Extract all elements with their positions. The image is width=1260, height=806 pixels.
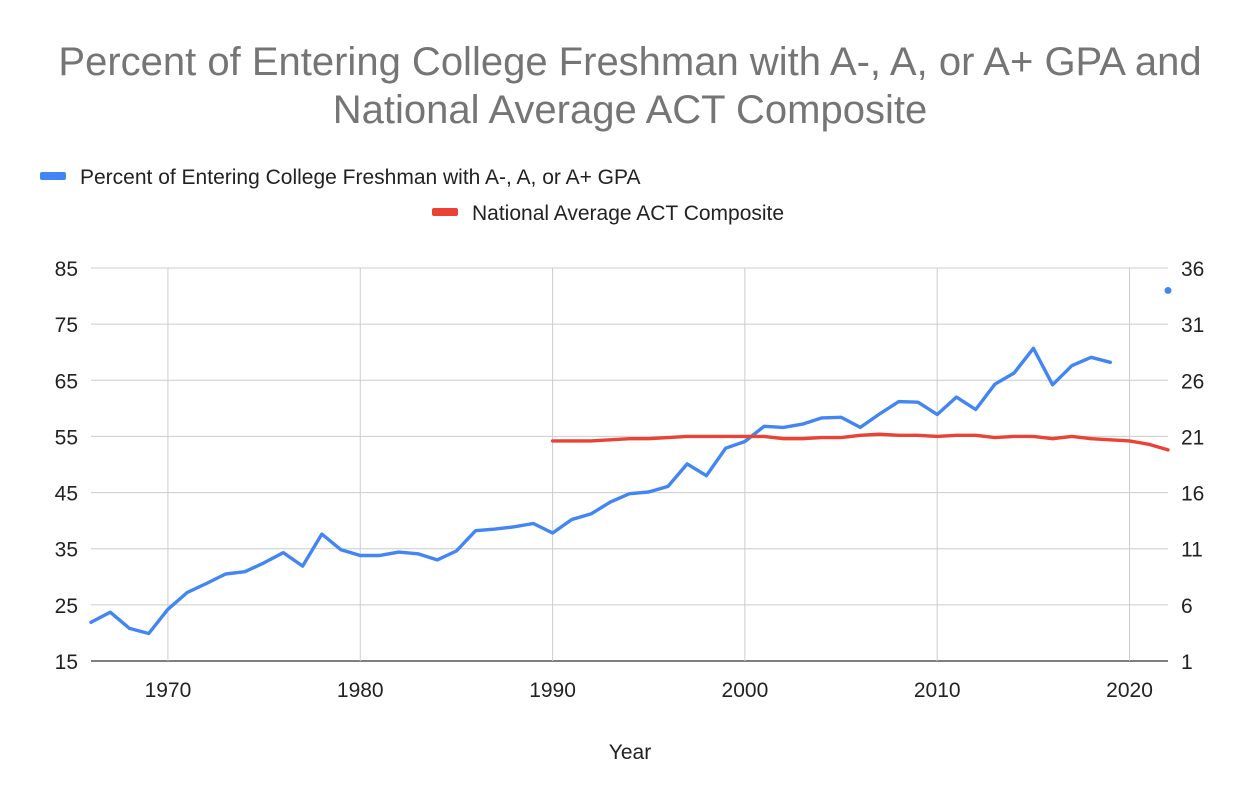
chart-title: Percent of Entering College Freshman wit… (0, 38, 1260, 134)
x-tick-label: 1970 (145, 679, 192, 702)
x-axis-title: Year (609, 741, 651, 764)
y-right-tick-label: 1 (1181, 651, 1193, 674)
y-right-tick-label: 31 (1181, 314, 1204, 337)
chart-title-line-2: National Average ACT Composite (332, 88, 928, 132)
series-lines (89, 286, 1172, 636)
x-tick-label: 2020 (1106, 679, 1153, 702)
y-left-tick-label: 85 (55, 258, 78, 281)
legend-swatch-act (432, 208, 458, 216)
y-left-tick-label: 75 (55, 314, 78, 337)
legend-swatch-gpa (40, 172, 66, 180)
legend-label-gpa: Percent of Entering College Freshman wit… (80, 166, 640, 189)
y-left-tick-label: 35 (55, 539, 78, 562)
legend: Percent of Entering College Freshman wit… (40, 166, 784, 225)
y-right-tick-label: 11 (1181, 539, 1203, 562)
y-left-tick-label: 25 (55, 595, 78, 618)
y-right-tick-label: 16 (1181, 483, 1204, 506)
series-point-gpa-isolated (1164, 286, 1172, 294)
x-tick-label: 1980 (337, 679, 384, 702)
y-left-tick-label: 15 (55, 651, 78, 674)
y-left-tick-label: 55 (55, 426, 78, 449)
y-right-tick-label: 6 (1181, 595, 1193, 618)
x-tick-label: 1990 (529, 679, 576, 702)
y-left-tick-label: 45 (55, 483, 78, 506)
x-tick-label: 2000 (722, 679, 769, 702)
y-right-tick-label: 36 (1181, 258, 1204, 281)
x-tick-label: 2010 (914, 679, 961, 702)
series-line-gpa (89, 346, 1113, 636)
series-line-act (550, 432, 1170, 452)
y-right-tick-label: 26 (1181, 370, 1204, 393)
y-left-tick-label: 65 (55, 370, 78, 393)
gridlines (91, 267, 1168, 662)
legend-label-act: National Average ACT Composite (472, 202, 784, 225)
y-right-tick-label: 21 (1181, 426, 1204, 449)
chart-title-line-1: Percent of Entering College Freshman wit… (58, 40, 1202, 84)
